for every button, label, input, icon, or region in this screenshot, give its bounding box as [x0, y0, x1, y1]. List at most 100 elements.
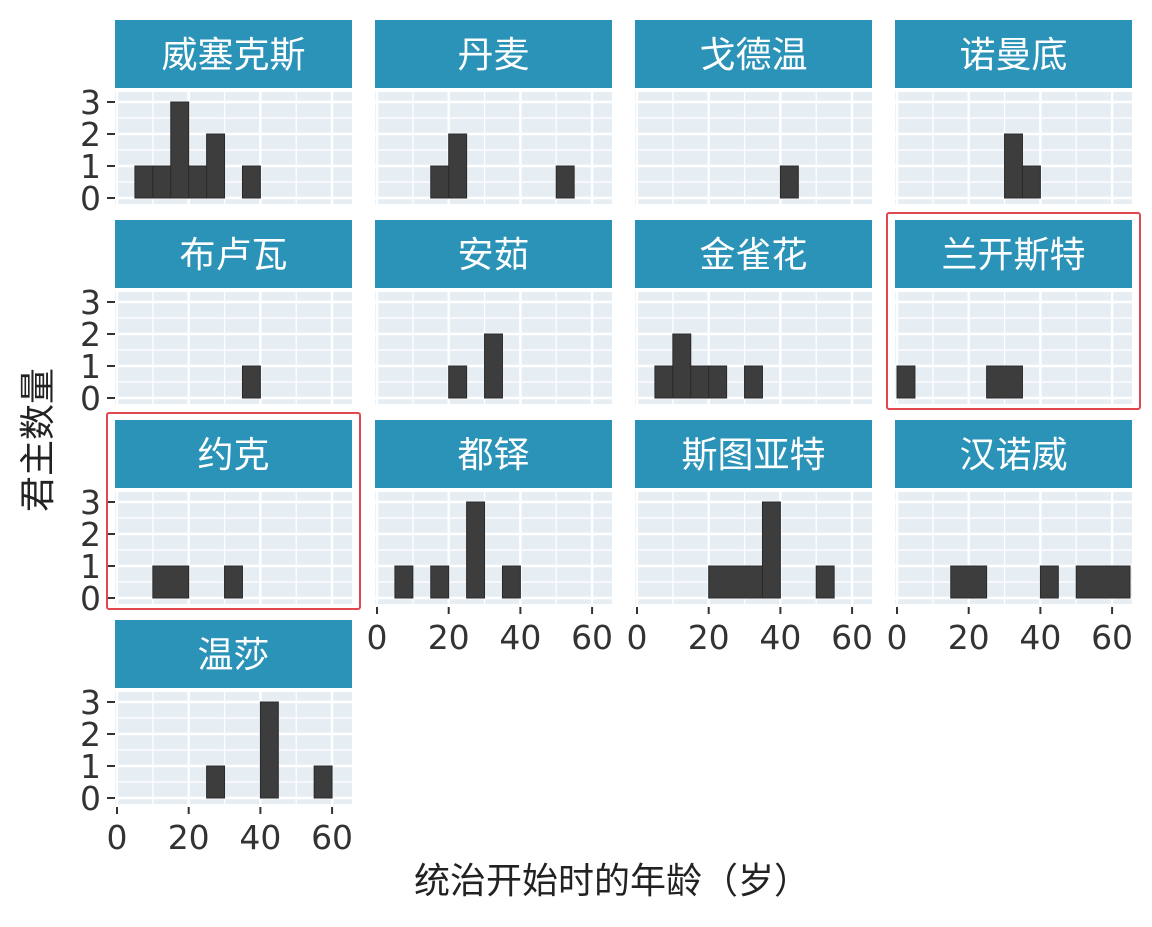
y-tick-label: 1 [80, 547, 101, 586]
histogram-bar [206, 765, 226, 799]
histogram-bar [555, 165, 575, 199]
y-tick-label: 3 [80, 483, 101, 522]
facet-strip [895, 420, 1132, 488]
facet-strip-label: 威塞克斯 [161, 35, 305, 76]
facet-strip-label: 都铎 [457, 435, 529, 476]
histogram-bar [313, 765, 333, 799]
facet-strip [375, 420, 612, 488]
y-tick-label: 2 [80, 115, 101, 154]
y-tick-label: 0 [80, 779, 101, 818]
panel-background [635, 92, 872, 204]
histogram-bar [430, 165, 450, 199]
facet-panel: 汉诺威 0 20 40 60 [887, 420, 1133, 657]
x-tick-label: 20 [948, 618, 990, 657]
facet-strip-label: 温莎 [197, 635, 269, 676]
facet-panel: 诺曼底 [895, 20, 1132, 204]
histogram-bar [1004, 133, 1023, 199]
facet-panel: 戈德温 [635, 20, 872, 204]
x-tick-label: 0 [367, 618, 388, 657]
histogram-bar [779, 165, 799, 199]
x-tick-label: 40 [759, 618, 801, 657]
facet-strip-label: 斯图亚特 [681, 435, 825, 476]
x-tick-label: 60 [831, 618, 873, 657]
highlight-box [886, 212, 1141, 410]
facet-panel: 都铎 0 20 40 60 [367, 420, 613, 657]
y-tick-label: 3 [80, 83, 101, 122]
x-tick-label: 40 [1019, 618, 1061, 657]
y-tick-label: 0 [80, 179, 101, 218]
y-tick-label: 3 [80, 683, 101, 722]
x-axis-title: 统治开始时的年龄（岁） [414, 861, 810, 902]
x-tick-label: 20 [688, 618, 730, 657]
facet-strip [115, 20, 352, 88]
y-axis-title: 君主数量 [18, 368, 59, 512]
facet-strip [115, 420, 352, 488]
histogram-bar [1039, 565, 1059, 599]
histogram-bar [815, 565, 835, 599]
histogram-bar [224, 565, 243, 599]
histogram-bar [1075, 565, 1131, 599]
facet-strip-label: 兰开斯特 [941, 235, 1085, 276]
y-tick-label: 2 [80, 315, 101, 354]
histogram-bar [708, 365, 728, 399]
facet-strip-label: 安茹 [457, 235, 529, 276]
facet-strip-label: 丹麦 [457, 35, 529, 76]
histogram-bar [672, 333, 692, 399]
histogram-bar [950, 565, 988, 599]
facet-strip [635, 220, 872, 288]
histogram-bar [241, 165, 261, 199]
y-tick-label: 2 [80, 515, 101, 554]
histogram-bar [744, 365, 763, 399]
y-tick-label: 0 [80, 379, 101, 418]
x-tick-label: 20 [168, 818, 210, 857]
x-tick-label: 60 [311, 818, 353, 857]
histogram-bar [448, 365, 468, 399]
y-tick-label: 3 [80, 283, 101, 322]
histogram-bar [986, 365, 1023, 399]
histogram-bar [394, 565, 414, 599]
facet-panel: 金雀花 [635, 220, 872, 404]
histogram-bar [170, 101, 190, 199]
histogram-bar [430, 565, 450, 599]
facet-strip [635, 20, 872, 88]
x-tick-label: 40 [239, 818, 281, 857]
histogram-bar [134, 165, 154, 199]
histogram-bar [690, 365, 710, 399]
facet-strip-label: 金雀花 [699, 235, 807, 276]
facet-strip [635, 420, 872, 488]
x-tick-label: 40 [499, 618, 541, 657]
facet-strip [115, 220, 352, 288]
facet-strip [375, 20, 612, 88]
facet-panel: 安茹 [375, 220, 612, 404]
facet-strip [115, 620, 352, 688]
histogram-bar [259, 701, 279, 799]
highlight-box [106, 412, 361, 610]
histogram-bar [708, 565, 763, 599]
facet-strip [895, 220, 1132, 288]
facet-panel: 斯图亚特 0 20 40 60 [627, 420, 873, 657]
histogram-bar [152, 565, 190, 599]
histogram-bar [152, 165, 172, 199]
facet-strip-label: 诺曼底 [959, 35, 1067, 76]
panel-background [115, 692, 352, 804]
histogram-bar [501, 565, 521, 599]
x-tick-label: 0 [627, 618, 648, 657]
facet-panel: 丹麦 [375, 20, 612, 204]
histogram-bar [188, 165, 208, 199]
y-tick-label: 1 [80, 747, 101, 786]
histogram-bar [1021, 165, 1041, 199]
facet-strip [895, 20, 1132, 88]
histogram-bar [466, 501, 486, 599]
y-tick-label: 1 [80, 147, 101, 186]
y-tick-label: 1 [80, 347, 101, 386]
histogram-bar [761, 501, 781, 599]
x-tick-label: 0 [107, 818, 128, 857]
panel-background [375, 492, 612, 604]
histogram-bar [896, 365, 916, 399]
facet-strip-label: 汉诺威 [959, 435, 1067, 476]
